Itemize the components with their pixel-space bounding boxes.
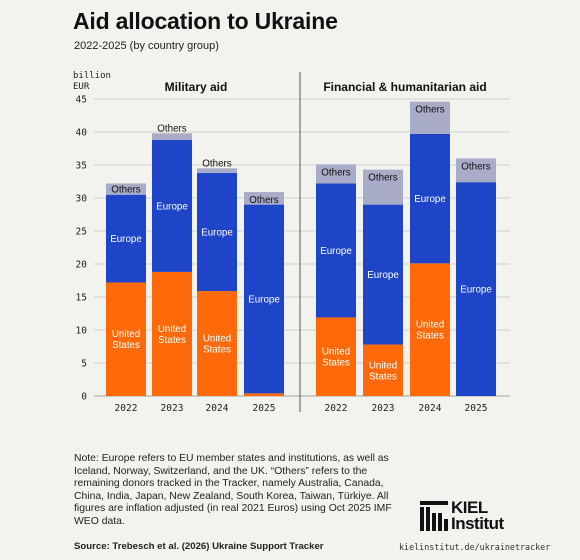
logo-line1: KIEL xyxy=(451,498,488,517)
bar-data-label: Others xyxy=(461,161,491,172)
bar-segment xyxy=(363,204,403,345)
x-tick-label: 2022 xyxy=(325,403,348,414)
x-tick-label: 2022 xyxy=(115,403,138,414)
bar-data-label: Europe xyxy=(367,270,399,281)
bar-segment xyxy=(197,172,237,292)
bar-segment xyxy=(106,194,146,283)
panel-title: Military aid xyxy=(165,80,228,94)
bar-segment xyxy=(244,393,284,396)
bar-segment xyxy=(316,317,356,396)
bar-data-label: States xyxy=(203,345,231,356)
y-tick-label: 25 xyxy=(76,227,87,238)
bar-data-label: Others xyxy=(157,123,187,134)
x-tick-label: 2024 xyxy=(419,403,442,414)
y-tick-label: 10 xyxy=(76,326,88,337)
bar-data-label: United xyxy=(416,320,444,331)
bar-data-label: Europe xyxy=(110,234,142,245)
bar-segment xyxy=(152,133,192,140)
x-tick-label: 2024 xyxy=(206,403,229,414)
bar-data-label: Europe xyxy=(201,227,233,238)
y-tick-label: 0 xyxy=(81,392,87,403)
chart-note: Note: Europe refers to EU member states … xyxy=(74,453,392,527)
bar-data-label: Europe xyxy=(320,246,352,257)
panel-title: Financial & humanitarian aid xyxy=(323,80,486,94)
bar-data-label: States xyxy=(112,340,140,351)
bar-segment xyxy=(106,183,146,195)
bar-data-label: Europe xyxy=(248,294,280,305)
bar-data-label: States xyxy=(158,335,186,346)
x-tick-label: 2025 xyxy=(253,403,276,414)
y-axis-label: billion xyxy=(73,71,111,81)
bar-data-label: Others xyxy=(111,185,141,196)
bar-data-label: Others xyxy=(415,105,445,116)
bar-segment xyxy=(363,344,403,396)
bar-segment xyxy=(197,168,237,173)
bar-segment xyxy=(152,139,192,272)
bar-segment xyxy=(410,263,450,396)
y-tick-label: 30 xyxy=(76,194,88,205)
bar-segment xyxy=(152,271,192,396)
bar-data-label: States xyxy=(322,358,350,369)
bar-data-label: Europe xyxy=(414,194,446,205)
bar-segment xyxy=(197,291,237,396)
bar-data-label: United xyxy=(322,347,350,358)
bar-data-label: States xyxy=(416,331,444,342)
kiel-logo-icon xyxy=(420,501,448,531)
bar-segment xyxy=(244,204,284,394)
bar-data-label: United xyxy=(203,334,231,345)
bar-segment xyxy=(316,183,356,318)
chart-source: Source: Trebesch et al. (2026) Ukraine S… xyxy=(74,541,324,552)
chart-title: Aid allocation to Ukraine xyxy=(73,8,338,34)
bar-data-label: States xyxy=(369,371,397,382)
bar-data-label: United xyxy=(112,329,140,340)
bar-data-label: Others xyxy=(321,167,351,178)
bar-segment xyxy=(106,282,146,396)
logo-line2: Institut xyxy=(451,514,504,533)
bar-data-label: Others xyxy=(249,195,279,206)
chart-subtitle: 2022-2025 (by country group) xyxy=(74,40,219,52)
bar-data-label: Others xyxy=(368,173,398,184)
y-tick-label: 15 xyxy=(76,293,87,304)
bar-data-label: Others xyxy=(202,158,232,169)
y-tick-label: 45 xyxy=(76,95,87,106)
bar-segment xyxy=(244,192,284,205)
bar-data-label: United xyxy=(369,360,397,371)
website-link[interactable]: kielinstitut.de/ukrainetracker xyxy=(399,542,551,552)
y-tick-label: 5 xyxy=(81,359,87,370)
kiel-institut-logo: KIEL Institut xyxy=(420,499,530,535)
bar-segment xyxy=(410,101,450,134)
x-tick-label: 2023 xyxy=(372,403,395,414)
bar-data-label: Europe xyxy=(460,285,492,296)
x-tick-label: 2023 xyxy=(161,403,184,414)
y-tick-label: 20 xyxy=(76,260,88,271)
bar-segment xyxy=(410,133,450,264)
bar-segment xyxy=(363,169,403,205)
bar-data-label: United xyxy=(158,324,186,335)
bar-data-label: Europe xyxy=(156,201,188,212)
bar-segment xyxy=(316,164,356,184)
bar-segment xyxy=(456,182,496,396)
x-tick-label: 2025 xyxy=(465,403,488,414)
y-tick-label: 35 xyxy=(76,161,87,172)
y-tick-label: 40 xyxy=(76,128,88,139)
y-axis-unit: EUR xyxy=(73,82,90,92)
bar-segment xyxy=(456,158,496,183)
